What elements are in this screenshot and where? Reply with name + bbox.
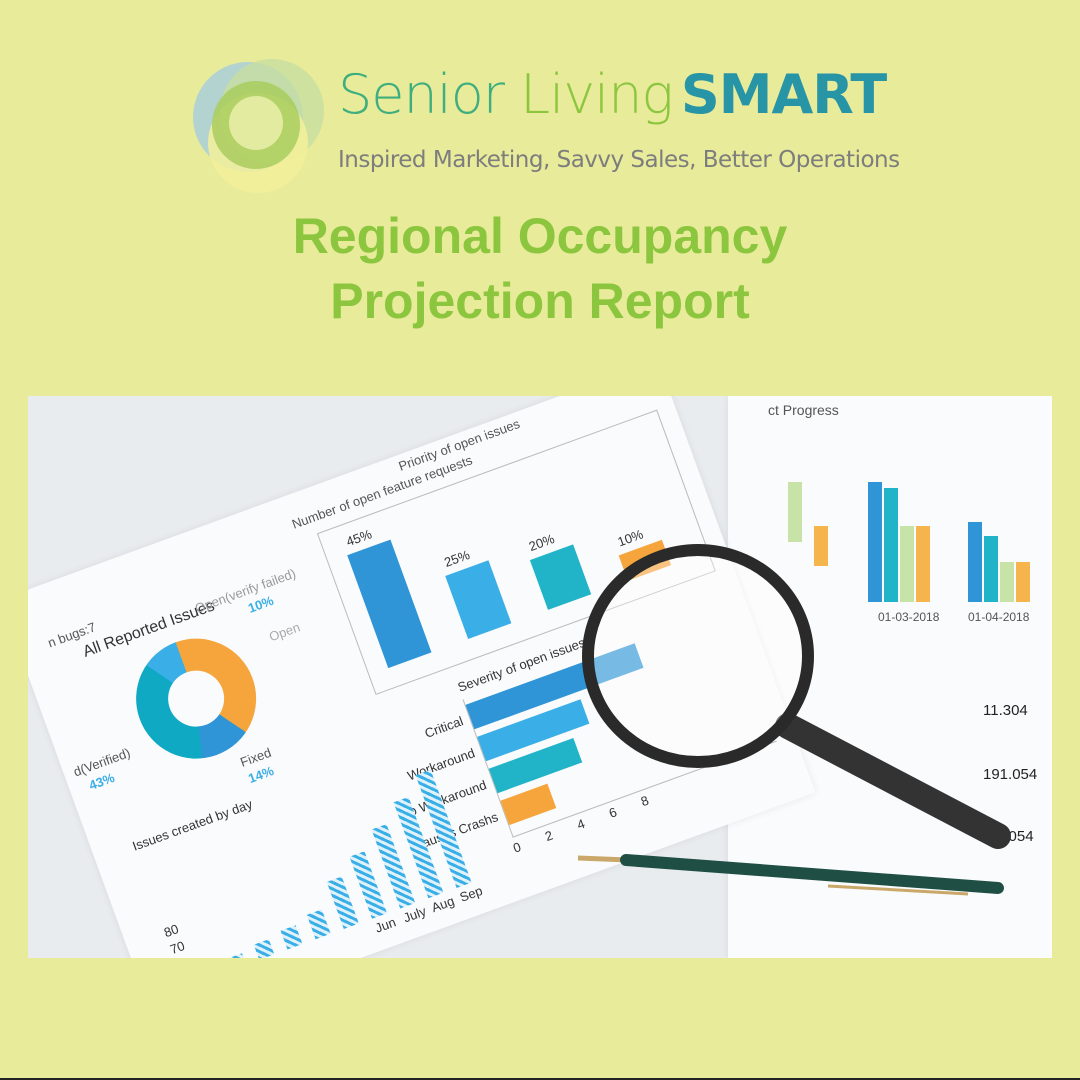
daily-bar <box>253 939 275 958</box>
pen-icon <box>577 854 1004 896</box>
donut-label: Open <box>267 619 303 645</box>
logo-circles-icon <box>193 59 324 193</box>
daily-bar <box>306 909 331 940</box>
tagline: Inspired Marketing, Savvy Sales, Better … <box>338 147 900 173</box>
feature-bar-label: 45% <box>344 526 374 550</box>
brand-name: Senior Living SMART <box>338 63 887 126</box>
feature-bar <box>445 560 512 639</box>
value-label: 191.054 <box>983 766 1038 783</box>
page-title-line1: Regional Occupancy <box>292 208 788 264</box>
daily-x-tick: Jun <box>373 914 398 936</box>
date-label: 01-03-2018 <box>878 610 940 624</box>
bottom-border <box>0 1078 1080 1080</box>
feature-bar-label: 25% <box>442 547 472 571</box>
brand-senior: Senior <box>338 63 505 126</box>
logo: Senior Living SMART Inspired Marketing, S… <box>190 55 900 195</box>
date-label: 01-04-2018 <box>968 610 1030 624</box>
feature-bar <box>347 539 432 669</box>
daily-y-tick: 80 <box>161 921 181 941</box>
page-title-line2: Projection Report <box>330 273 750 329</box>
progress-sheet: ct Progress 01-03-2018 01-04-2018 11.304… <box>728 396 1052 958</box>
daily-bar <box>280 925 303 950</box>
daily-bar <box>226 953 247 958</box>
severity-bar <box>500 783 557 826</box>
brand-smart: SMART <box>680 63 887 126</box>
progress-title: ct Progress <box>768 402 839 418</box>
severity-category: Critical <box>422 713 466 741</box>
donut-label: Open(verify failed) <box>192 565 298 617</box>
severity-tick: 2 <box>542 827 555 845</box>
daily-y-tick: 70 <box>167 938 187 958</box>
value-label: 11.304 <box>983 702 1028 719</box>
daily-x-tick: Sep <box>457 882 485 905</box>
daily-bar <box>349 851 388 919</box>
daily-x-tick: Aug <box>429 893 457 916</box>
daily-x-tick: July <box>401 903 429 926</box>
daily-chart: 80706050JunJulyAugSep <box>162 747 499 958</box>
daily-bar <box>326 876 359 930</box>
magnifying-glass-icon <box>582 544 1011 849</box>
feature-bar-label: 20% <box>526 530 557 554</box>
brand-living: Living <box>520 63 674 126</box>
severity-tick: 0 <box>510 839 523 856</box>
report-photo: ct Progress 01-03-2018 01-04-2018 11.304… <box>28 396 1052 958</box>
